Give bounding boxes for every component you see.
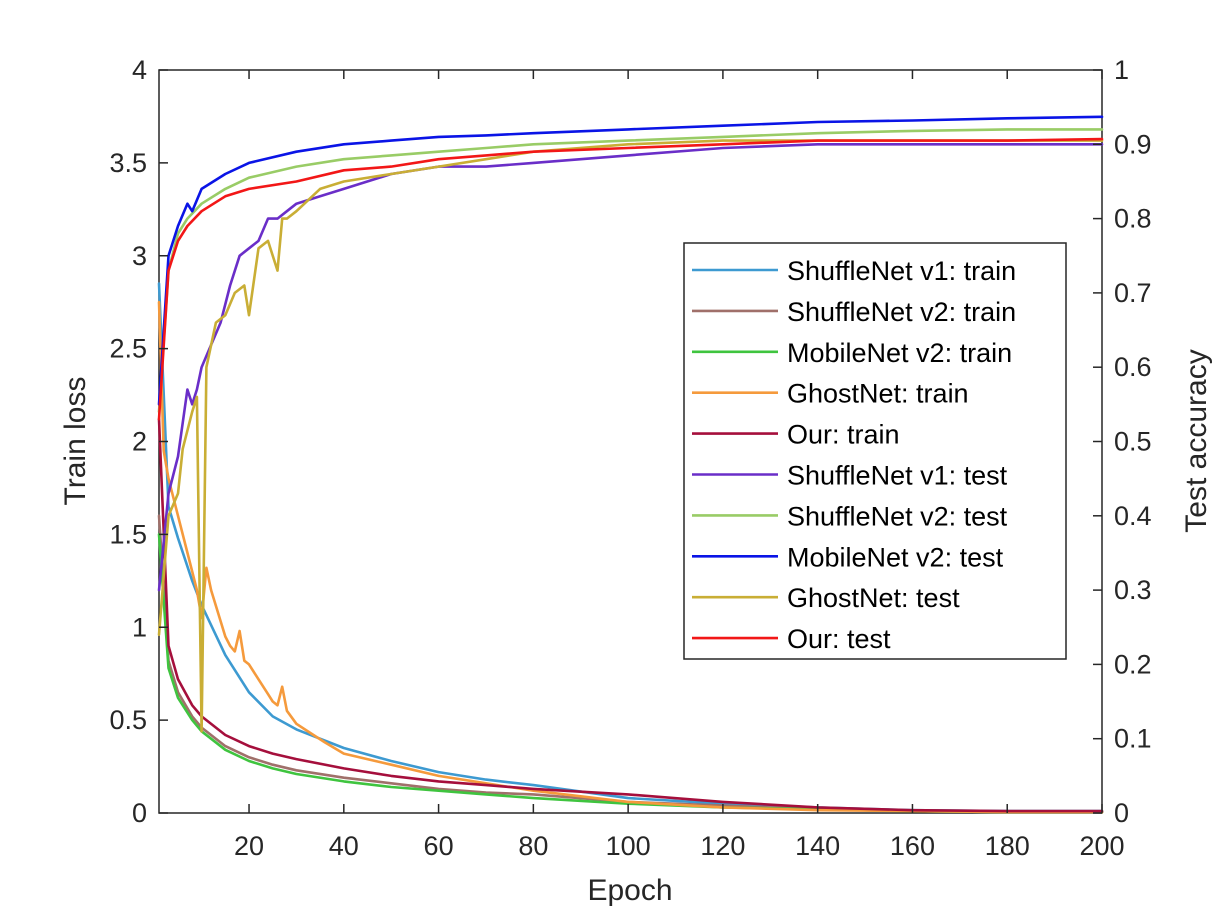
left-y-axis-title: Train loss bbox=[59, 377, 92, 506]
left-y-tick-label: 2 bbox=[132, 427, 147, 457]
right-y-tick-label: 1 bbox=[1114, 55, 1129, 85]
right-y-tick-label: 0.8 bbox=[1114, 204, 1152, 234]
right-y-tick-label: 0.4 bbox=[1114, 501, 1152, 531]
right-y-tick-label: 0.2 bbox=[1114, 649, 1152, 679]
legend-label: ShuffleNet v1: test bbox=[787, 461, 1008, 491]
left-y-tick-label: 3.5 bbox=[109, 148, 147, 178]
legend-label: ShuffleNet v1: train bbox=[787, 256, 1016, 286]
legend: ShuffleNet v1: train ShuffleNet v2: train… bbox=[683, 242, 1067, 660]
left-y-tick-label: 0.5 bbox=[109, 705, 147, 735]
x-tick-label: 180 bbox=[985, 831, 1030, 861]
legend-label: GhostNet: test bbox=[787, 583, 960, 613]
right-y-tick-label: 0.6 bbox=[1114, 352, 1152, 382]
series-line-9 bbox=[157, 137, 1104, 421]
x-tick-label: 120 bbox=[700, 831, 745, 861]
left-y-axis-ticks: 0 0.5 1 1.5 2 2.5 3 3.5 4 bbox=[109, 55, 168, 828]
right-y-tick-label: 0.1 bbox=[1114, 724, 1152, 754]
series-line-4 bbox=[157, 417, 1104, 813]
right-y-tick-label: 0.3 bbox=[1114, 575, 1152, 605]
legend-label: MobileNet v2: train bbox=[787, 338, 1012, 368]
x-tick-label: 40 bbox=[329, 831, 359, 861]
x-tick-label: 160 bbox=[890, 831, 935, 861]
series-line-8 bbox=[157, 139, 1104, 733]
x-tick-label: 60 bbox=[424, 831, 454, 861]
legend-label: MobileNet v2: test bbox=[787, 542, 1004, 572]
series-line-7 bbox=[157, 115, 1104, 406]
legend-label: Our: train bbox=[787, 420, 900, 450]
x-tick-label: 80 bbox=[518, 831, 548, 861]
x-tick-label: 200 bbox=[1079, 831, 1124, 861]
right-y-tick-label: 0.7 bbox=[1114, 278, 1152, 308]
left-y-tick-label: 1 bbox=[132, 612, 147, 642]
legend-label: ShuffleNet v2: test bbox=[787, 501, 1008, 531]
right-y-tick-label: 0.5 bbox=[1114, 427, 1152, 457]
legend-box bbox=[683, 242, 1067, 660]
right-y-tick-label: 0 bbox=[1114, 798, 1129, 828]
x-axis-ticks: 20 40 60 80 100 120 140 160 180 200 bbox=[234, 70, 1125, 861]
left-y-tick-label: 1.5 bbox=[109, 519, 147, 549]
x-axis-title: Epoch bbox=[587, 874, 672, 907]
legend-label: ShuffleNet v2: train bbox=[787, 297, 1016, 327]
x-tick-label: 140 bbox=[795, 831, 840, 861]
right-y-axis-title: Test accuracy bbox=[1180, 349, 1213, 532]
right-y-tick-label: 0.9 bbox=[1114, 129, 1152, 159]
series-lines bbox=[157, 115, 1104, 814]
x-tick-label: 20 bbox=[234, 831, 264, 861]
x-tick-label: 100 bbox=[606, 831, 651, 861]
left-y-tick-label: 0 bbox=[132, 798, 147, 828]
legend-label: GhostNet: train bbox=[787, 379, 969, 409]
left-y-tick-label: 3 bbox=[132, 241, 147, 271]
series-line-5 bbox=[157, 143, 1104, 592]
legend-label: Our: test bbox=[787, 624, 891, 654]
series-line-6 bbox=[157, 128, 1104, 414]
left-y-tick-label: 2.5 bbox=[109, 334, 147, 364]
left-y-tick-label: 4 bbox=[132, 55, 147, 85]
right-y-axis-ticks: 0 0.1 0.2 0.3 0.4 0.5 0.6 0.7 0.8 0.9 1 bbox=[1093, 55, 1152, 828]
